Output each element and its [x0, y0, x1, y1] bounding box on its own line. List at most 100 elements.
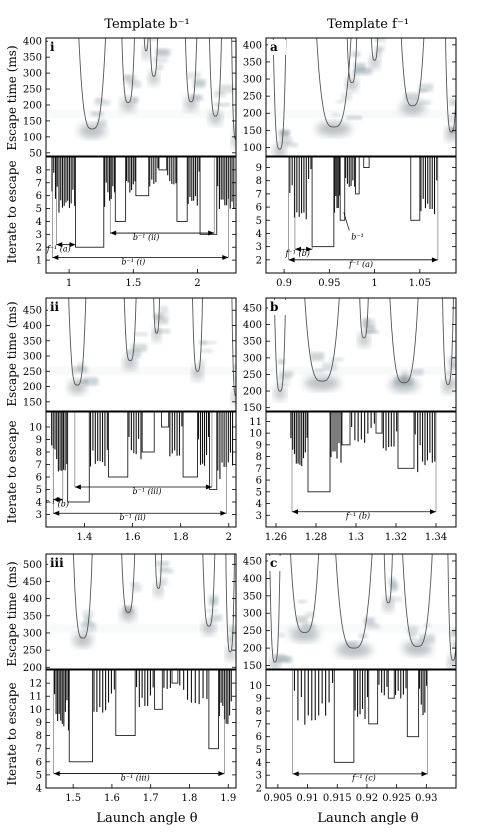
density-3 — [369, 55, 380, 70]
density-speck — [375, 47, 382, 56]
x-axis-label-right: Launch angle θ — [317, 811, 418, 826]
arrow-head-right-0 — [421, 771, 428, 777]
y-tick-label: 300 — [23, 69, 42, 80]
panel-label-b: b — [270, 300, 278, 314]
x-tick-label: 0.9 — [276, 278, 292, 289]
escape-box-3 — [406, 670, 420, 738]
y-tick-label: 200 — [243, 644, 262, 655]
y-tick-label: 350 — [243, 57, 262, 68]
panel-label-bg — [268, 300, 286, 315]
density-speck — [353, 62, 366, 72]
escape-box-3 — [171, 670, 179, 684]
y-tick-label: 12 — [29, 679, 42, 690]
arrow-label-0: f⁻¹ (c) — [351, 774, 376, 783]
y-tick-label: 500 — [23, 560, 42, 571]
panel-a-iterate: f⁻¹ (b) f⁻¹ (a) b⁻¹ 2 3 4 5 6 7 8 9 0.9 0.95 1 1.05 — [256, 156, 457, 289]
density-speck — [418, 83, 433, 92]
y-tick-label: 450 — [23, 577, 42, 588]
density-speck — [82, 610, 94, 617]
density-speck — [97, 119, 107, 127]
x-tick-label: 1 — [371, 278, 377, 289]
y-tick-label: 250 — [243, 626, 262, 637]
escape-curve-3 — [383, 554, 393, 604]
y-tick-label: 250 — [23, 367, 42, 378]
density-speck — [449, 99, 456, 106]
x-tick-label: 1.4 — [77, 532, 93, 543]
density-speck — [77, 380, 88, 384]
arrow-head-right-0 — [430, 509, 436, 515]
y-tick-label: 5 — [256, 745, 262, 756]
density-0 — [78, 123, 106, 138]
density-1 — [335, 643, 372, 658]
y-tick-label: 300 — [243, 353, 262, 364]
arrow-head-left-0 — [294, 246, 301, 252]
arrow-label-1: f⁻¹ (a) — [348, 260, 373, 269]
density-2 — [154, 583, 163, 598]
escape-curve-6 — [231, 38, 236, 140]
escape-box-2 — [363, 157, 370, 168]
panel-label-i: i — [50, 40, 55, 54]
y-tick-label: 150 — [243, 126, 262, 137]
density-speck — [190, 94, 203, 101]
y-tick-label: 400 — [243, 574, 262, 585]
escape-box-0 — [307, 412, 331, 493]
y-tick-label: 200 — [243, 387, 262, 398]
y-tick-label: 6 — [36, 473, 42, 484]
panel-frame — [265, 411, 457, 528]
density-0 — [68, 380, 86, 395]
panel-frame — [45, 156, 237, 274]
density-speck — [329, 357, 344, 362]
escape-curve-3 — [143, 38, 149, 52]
x-axis-label-left: Launch angle θ — [96, 811, 197, 826]
y-tick-label: 400 — [23, 594, 42, 605]
escape-box-3 — [410, 157, 421, 221]
escape-curve-2 — [359, 298, 369, 339]
density-2 — [402, 641, 433, 656]
arrow-head-left-0 — [53, 771, 60, 777]
y-tick-label: 10 — [29, 423, 42, 434]
panel-label-iii: iii — [50, 556, 64, 570]
y-axis-label-escape-row1: Escape time (ms) — [5, 45, 19, 150]
y-tick-label: 5 — [256, 216, 262, 227]
y-tick-label: 3 — [36, 230, 42, 241]
density-3 — [274, 386, 286, 401]
density-speck — [209, 614, 222, 622]
y-tick-label: 9 — [256, 694, 262, 705]
y-tick-label: 350 — [23, 611, 42, 622]
plot-area-b-escape — [266, 298, 456, 401]
density-speck — [346, 115, 362, 120]
y-tick-label: 200 — [23, 382, 42, 393]
escape-box-0 — [75, 157, 105, 248]
x-tick-label: 2 — [194, 278, 200, 289]
escape-box-1 — [341, 412, 351, 446]
escape-box-2 — [141, 412, 155, 453]
y-tick-label: 300 — [23, 628, 42, 639]
y-tick-label: 150 — [243, 403, 262, 414]
plot-area-ii-escape — [46, 298, 236, 405]
y-tick-label: 4 — [36, 784, 42, 795]
escape-curve-1 — [121, 38, 135, 103]
x-tick-label: 1.34 — [425, 532, 447, 543]
x-tick-label: 1.05 — [409, 278, 431, 289]
density-speck — [233, 387, 236, 392]
plot-area-iii-escape — [46, 554, 236, 661]
y-tick-label: 200 — [23, 663, 42, 674]
escape-box-4 — [355, 157, 360, 195]
y-tick-label: 350 — [23, 53, 42, 64]
density-speck — [84, 615, 92, 624]
y-tick-label: 250 — [23, 646, 42, 657]
escape-curve-3 — [370, 38, 379, 61]
density-0 — [73, 633, 93, 648]
y-tick-label: 2 — [256, 255, 262, 266]
arrow-head-right-2 — [222, 255, 229, 261]
y-tick-label: 250 — [243, 92, 262, 103]
arrow-head-left-2 — [53, 510, 60, 516]
density-2 — [148, 71, 159, 86]
y-tick-label: 6 — [256, 476, 262, 487]
y-tick-label: 8 — [256, 707, 262, 718]
escape-curve-2 — [346, 38, 358, 83]
panel-frame — [45, 669, 237, 789]
y-tick-label: 200 — [23, 100, 42, 111]
plot-area-c-escape — [266, 554, 456, 669]
